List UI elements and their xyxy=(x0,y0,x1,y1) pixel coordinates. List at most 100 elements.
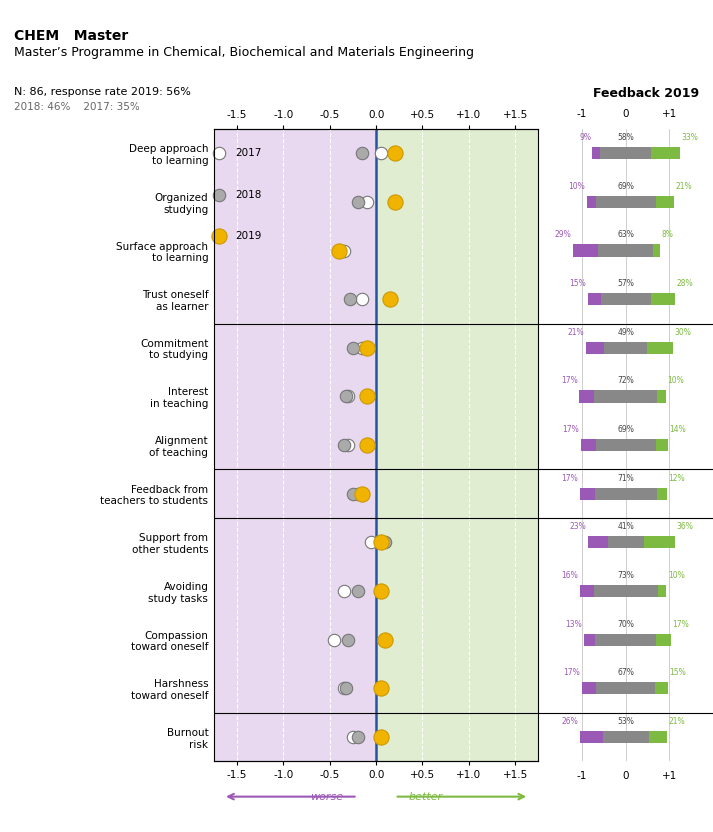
Bar xyxy=(580,585,594,597)
Text: 15%: 15% xyxy=(670,668,686,677)
Point xyxy=(338,584,349,597)
Text: -1: -1 xyxy=(577,109,588,119)
Point xyxy=(347,341,359,354)
Point xyxy=(366,536,377,549)
Text: 41%: 41% xyxy=(617,522,634,532)
Point xyxy=(338,438,349,452)
Text: 14%: 14% xyxy=(670,425,686,434)
Point xyxy=(341,390,352,404)
Text: 2019: 2019 xyxy=(235,231,262,241)
Text: N: 86, response rate 2019: 56%: N: 86, response rate 2019: 56% xyxy=(14,87,191,97)
Text: 36%: 36% xyxy=(677,522,693,532)
Bar xyxy=(580,730,602,743)
Text: 73%: 73% xyxy=(617,571,634,580)
Bar xyxy=(656,439,668,451)
Text: 67%: 67% xyxy=(617,668,634,677)
Bar xyxy=(650,293,675,305)
Bar xyxy=(587,196,595,208)
Point xyxy=(356,293,368,306)
Text: 63%: 63% xyxy=(617,230,634,240)
Point xyxy=(347,487,359,500)
Point xyxy=(361,196,373,209)
Text: 57%: 57% xyxy=(617,279,634,288)
Point xyxy=(380,536,391,549)
Bar xyxy=(657,585,666,597)
Text: 8%: 8% xyxy=(662,230,674,240)
Text: +1: +1 xyxy=(662,771,677,781)
Text: 21%: 21% xyxy=(568,328,585,337)
Point xyxy=(361,390,373,404)
Point xyxy=(375,730,386,744)
Point xyxy=(338,681,349,695)
Text: 0: 0 xyxy=(622,771,629,781)
Text: 29%: 29% xyxy=(555,230,571,240)
Point xyxy=(213,230,225,243)
Text: 69%: 69% xyxy=(617,182,634,191)
Text: 70%: 70% xyxy=(617,620,634,629)
Text: 33%: 33% xyxy=(681,133,698,142)
Bar xyxy=(657,390,666,403)
Text: 2018: 46%    2017: 35%: 2018: 46% 2017: 35% xyxy=(14,102,140,111)
Bar xyxy=(607,537,644,548)
Point xyxy=(384,293,396,306)
Point xyxy=(334,244,345,257)
Point xyxy=(361,341,373,354)
Bar xyxy=(596,682,655,695)
Bar xyxy=(604,342,647,354)
Point xyxy=(356,341,368,354)
Text: worse: worse xyxy=(311,791,344,802)
Point xyxy=(361,438,373,452)
Bar xyxy=(593,147,600,160)
Text: 28%: 28% xyxy=(677,279,693,288)
Text: 10%: 10% xyxy=(668,571,684,580)
Text: 17%: 17% xyxy=(561,376,578,385)
Text: 16%: 16% xyxy=(562,571,578,580)
Point xyxy=(213,146,225,160)
Text: 17%: 17% xyxy=(563,668,580,677)
Bar xyxy=(602,730,649,743)
Point xyxy=(380,633,391,646)
Text: 71%: 71% xyxy=(617,473,634,483)
Point xyxy=(356,487,368,500)
Text: better: better xyxy=(409,791,443,802)
Bar xyxy=(653,245,660,256)
Point xyxy=(375,146,386,160)
Text: 10%: 10% xyxy=(568,182,585,191)
Text: 49%: 49% xyxy=(617,328,634,337)
Point xyxy=(356,146,368,160)
Bar xyxy=(573,245,598,256)
Point xyxy=(352,487,364,500)
Text: 21%: 21% xyxy=(676,182,692,191)
Text: 2018: 2018 xyxy=(235,190,262,200)
Bar xyxy=(601,293,650,305)
Point xyxy=(352,584,364,597)
Bar xyxy=(586,342,604,354)
Point xyxy=(389,196,401,209)
Point xyxy=(334,244,345,257)
Bar xyxy=(595,196,656,208)
Point xyxy=(352,196,364,209)
Bar xyxy=(647,342,673,354)
Bar xyxy=(594,390,657,403)
Text: -1: -1 xyxy=(577,771,588,781)
Text: 15%: 15% xyxy=(570,279,586,288)
Bar xyxy=(214,129,376,761)
Bar xyxy=(580,488,595,500)
Text: 69%: 69% xyxy=(617,425,634,434)
Point xyxy=(344,293,356,306)
Point xyxy=(375,536,386,549)
Point xyxy=(329,633,340,646)
Bar xyxy=(588,293,601,305)
Bar xyxy=(651,147,679,160)
Text: 58%: 58% xyxy=(617,133,634,142)
Point xyxy=(347,730,359,744)
Bar xyxy=(595,634,656,646)
Bar xyxy=(588,537,607,548)
Point xyxy=(343,438,354,452)
Text: 17%: 17% xyxy=(562,473,578,483)
Text: 0: 0 xyxy=(622,109,629,119)
Text: 26%: 26% xyxy=(562,717,578,726)
Point xyxy=(389,146,401,160)
Text: 30%: 30% xyxy=(674,328,692,337)
Bar xyxy=(656,196,674,208)
